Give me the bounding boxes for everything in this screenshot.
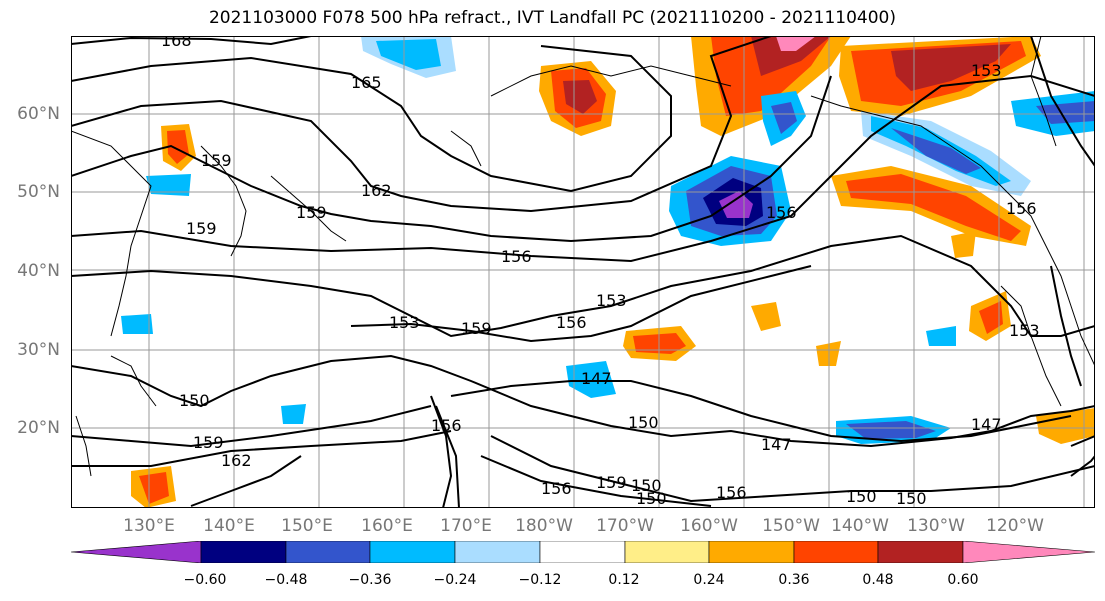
contour-150	[71, 354, 1095, 448]
contour-label: 147	[761, 435, 792, 454]
colorbar-tick-label: −0.24	[433, 572, 477, 588]
colorbar-segment	[369, 540, 456, 564]
contour-162	[71, 36, 772, 213]
lon-label-150w: 150°W	[762, 516, 820, 536]
contour-label: 153	[596, 291, 627, 310]
lon-label-150e: 150°E	[281, 516, 333, 536]
contour-label: 150	[896, 489, 927, 508]
colorbar-tick-label: 0.48	[862, 572, 894, 588]
colorbar-segment	[793, 540, 879, 564]
colorbar-tick-label: −0.48	[264, 572, 308, 588]
colorbar-segment	[962, 540, 1096, 564]
lon-label-140e: 140°E	[203, 516, 255, 536]
colorbar-segment	[285, 540, 371, 564]
anomaly-patch-east-15n	[1036, 408, 1095, 444]
contour-159-central	[350, 265, 812, 343]
lon-label-160e: 160°E	[361, 516, 413, 536]
contour-label-group: 168 165 162 159 159 156 153 153 159 156 …	[161, 36, 1040, 508]
lat-label-40n: 40°N	[17, 261, 60, 281]
contour-label: 159	[461, 319, 492, 338]
contour-label: 156	[766, 203, 797, 222]
lon-label-180w: 180°W	[515, 516, 573, 536]
contour-label: 153	[389, 313, 420, 332]
contour-label: 150	[636, 489, 667, 508]
lat-label-60n: 60°N	[17, 104, 60, 124]
colorbar-segment	[624, 540, 710, 564]
negative-anomaly-patches	[121, 36, 1095, 444]
graticule	[71, 36, 1095, 508]
lon-label-170w: 170°W	[596, 516, 654, 536]
colorbar-segment	[454, 540, 541, 564]
map-plot-area[interactable]: 168 165 162 159 159 156 153 153 159 156 …	[71, 36, 1095, 508]
colorbar-tick-label: 0.12	[608, 572, 640, 588]
contour-label: 153	[971, 61, 1002, 80]
contour-label: 159	[193, 433, 224, 452]
colorbar-segment	[70, 540, 202, 564]
colorbar-segment	[539, 540, 626, 564]
lat-label-50n: 50°N	[17, 182, 60, 202]
contour-label: 162	[221, 451, 252, 470]
contour-label: 150	[631, 476, 662, 495]
colorbar	[70, 540, 1096, 564]
coastlines	[71, 36, 1095, 477]
positive-anomaly-patches	[131, 36, 1095, 508]
contour-label: 162	[361, 181, 392, 200]
contour-label: 168	[161, 36, 192, 50]
colorbar-segments	[70, 540, 1096, 564]
lat-label-20n: 20°N	[17, 418, 60, 438]
contour-label: 147	[581, 369, 612, 388]
contour-label: 156	[541, 479, 572, 498]
contour-153	[71, 234, 1095, 338]
lon-label-130e: 130°E	[123, 516, 175, 536]
contour-label: 156	[1006, 199, 1037, 218]
lon-label-140w: 140°W	[831, 516, 889, 536]
lon-label-170e: 170°E	[440, 516, 492, 536]
contour-label: 165	[351, 73, 382, 92]
contour-label: 153	[1009, 321, 1040, 340]
lon-label-120w: 120°W	[986, 516, 1044, 536]
colorbar-tick-label: −0.12	[518, 572, 562, 588]
colorbar-tick-label: −0.36	[348, 572, 392, 588]
contour-label: 150	[628, 413, 659, 432]
contour-label: 150	[846, 487, 877, 506]
colorbar-tick-label: 0.60	[947, 572, 979, 588]
contour-159-north	[71, 75, 832, 243]
lat-label-30n: 30°N	[17, 340, 60, 360]
colorbar-tick-label: −0.60	[183, 572, 227, 588]
contour-147	[450, 380, 1072, 443]
colorbar-segment	[200, 540, 287, 564]
lon-label-160w: 160°W	[680, 516, 738, 536]
contour-label: 156	[556, 313, 587, 332]
colorbar-segment	[708, 540, 795, 564]
contour-label: 159	[596, 473, 627, 492]
contour-165	[71, 45, 672, 193]
contour-label: 159	[186, 219, 217, 238]
contour-label: 150	[179, 391, 210, 410]
contour-label: 159	[296, 203, 327, 222]
contour-168	[71, 36, 312, 46]
contour-156-north	[71, 74, 1095, 263]
contour-label: 156	[501, 247, 532, 266]
contour-label: 159	[201, 151, 232, 170]
map-title: 2021103000 F078 500 hPa refract., IVT La…	[208, 8, 896, 28]
contour-lines	[71, 36, 1095, 508]
lon-label-130w: 130°W	[907, 516, 965, 536]
contour-label: 156	[716, 483, 747, 502]
colorbar-tick-label: 0.24	[693, 572, 725, 588]
contour-label: 147	[971, 415, 1002, 434]
contour-label: 156	[431, 416, 462, 435]
colorbar-tick-label: 0.36	[778, 572, 810, 588]
colorbar-segment	[877, 540, 964, 564]
